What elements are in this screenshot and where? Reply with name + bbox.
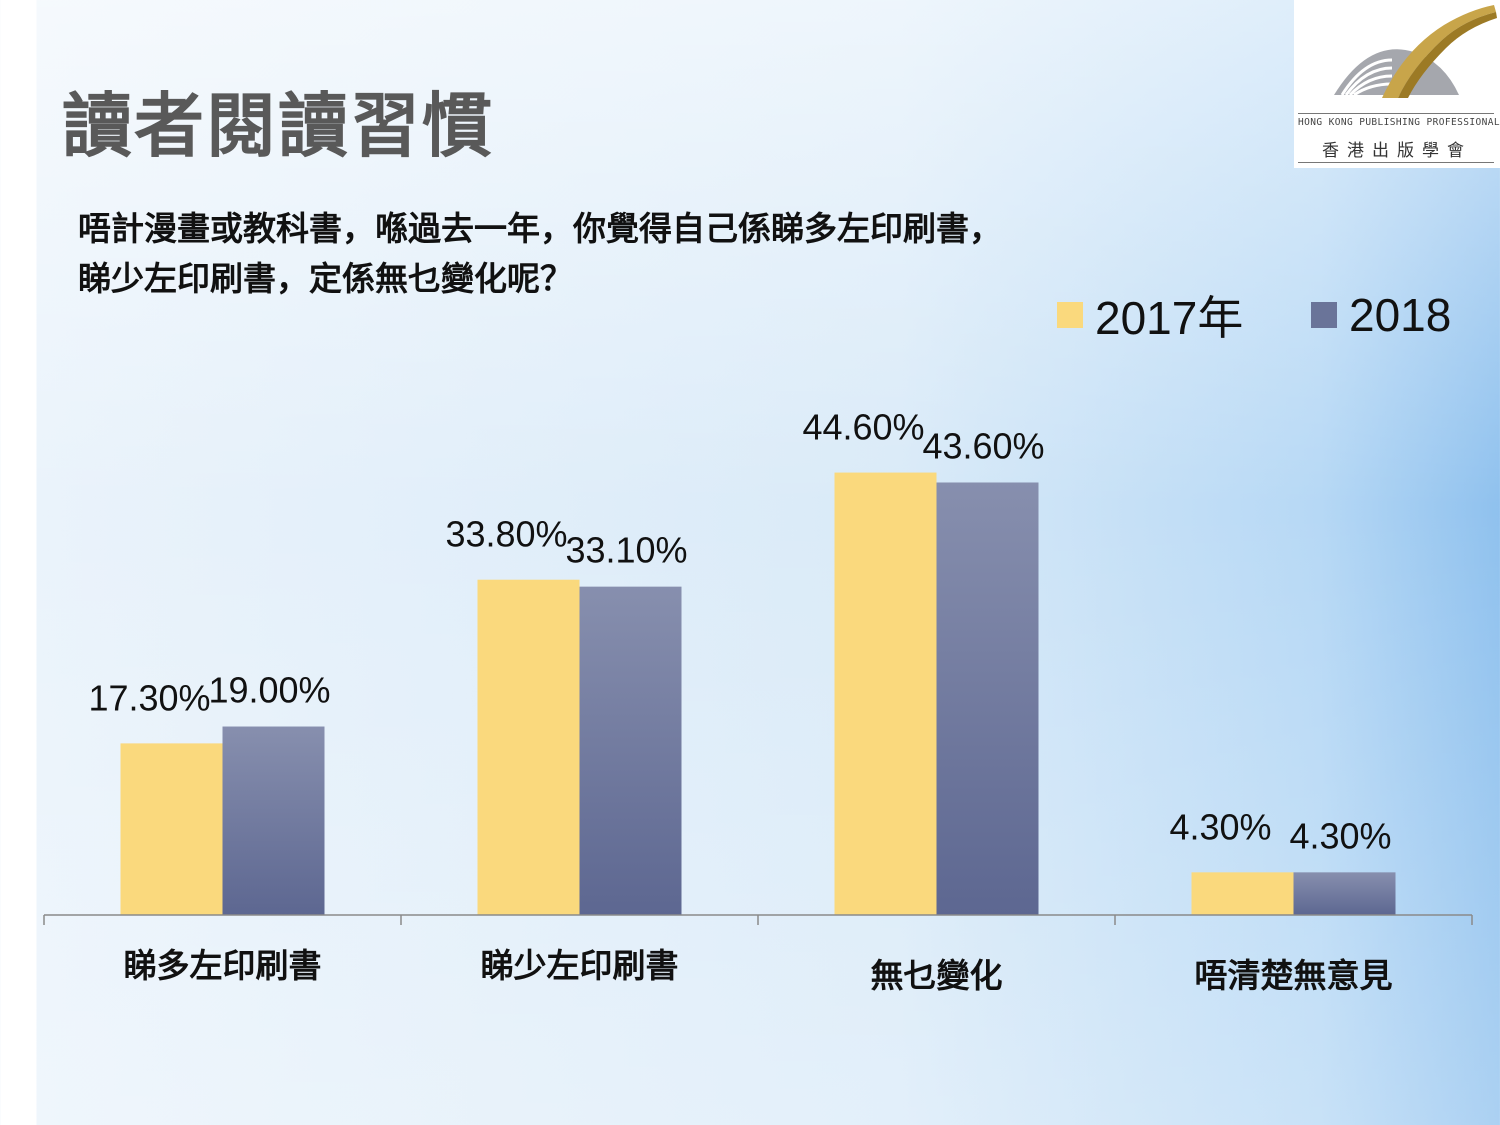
legend-swatch-2018	[1311, 302, 1337, 328]
bar-2018-3	[1293, 872, 1396, 915]
legend-label-2018: 2018	[1349, 289, 1452, 341]
legend-item-2018: 2018	[1311, 289, 1452, 341]
data-label-2018-2: 43.60%	[922, 425, 1044, 466]
category-label-2: 無乜變化	[871, 956, 1003, 995]
logo-english-name: HONG KONG PUBLISHING PROFESSIONALS SOCIE…	[1298, 117, 1500, 128]
survey-question: 唔計漫畫或教科書，喺過去一年，你覺得自己係睇多左印刷書， 睇少左印刷書，定係無乜…	[78, 204, 1278, 304]
category-label-0: 睇多左印刷書	[124, 946, 322, 985]
question-line-2: 睇少左印刷書，定係無乜變化呢？	[78, 259, 573, 298]
data-label-2017-3: 4.30%	[1169, 806, 1271, 847]
bar-2017-1	[477, 579, 580, 915]
legend-swatch-2017	[1057, 302, 1083, 328]
bar-2017-0	[120, 743, 223, 915]
bar-2017-2	[834, 472, 937, 915]
data-label-2018-1: 33.10%	[565, 530, 687, 571]
data-label-2017-1: 33.80%	[445, 514, 567, 555]
category-label-1: 睇少左印刷書	[481, 946, 679, 985]
logo-emblem-icon	[1334, 5, 1497, 98]
logo-swoosh-icon	[1382, 5, 1496, 98]
logo-chinese-name: 香港出版學會	[1322, 141, 1472, 161]
data-label-2018-0: 19.00%	[208, 670, 330, 711]
bar-2018-1	[579, 586, 682, 915]
bar-2018-2	[936, 482, 1039, 915]
category-label-3: 唔清楚無意見	[1195, 956, 1393, 995]
data-label-2017-0: 17.30%	[88, 677, 210, 718]
legend-item-2017: 2017年	[1057, 290, 1243, 344]
legend-label-2017: 2017年	[1095, 292, 1244, 344]
bar-2017-3	[1191, 872, 1294, 915]
page-title: 讀者閱讀習慣	[62, 85, 494, 167]
publisher-logo: HONG KONG PUBLISHING PROFESSIONALS SOCIE…	[1294, 0, 1500, 168]
question-line-1: 唔計漫畫或教科書，喺過去一年，你覺得自己係睇多左印刷書，	[78, 209, 1002, 248]
bar-2018-0	[222, 726, 325, 915]
data-label-2018-3: 4.30%	[1289, 815, 1391, 856]
data-label-2017-2: 44.60%	[802, 407, 924, 448]
